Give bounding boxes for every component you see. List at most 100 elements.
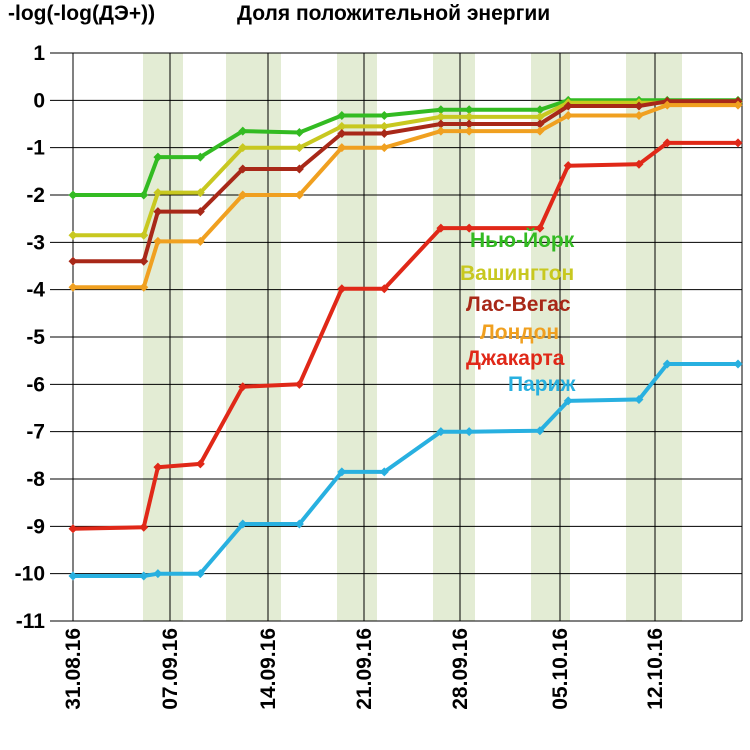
y-axis-label: -log(-log(ДЭ+))	[8, 2, 156, 25]
legend: Нью-Йорк Вашингтон Лас-Вегас Лондон Джакарта…	[460, 228, 577, 396]
data-point	[238, 190, 248, 200]
legend-entry: Нью-Йорк	[470, 228, 575, 252]
data-point	[195, 459, 205, 469]
data-point	[139, 282, 149, 292]
data-point	[379, 128, 389, 138]
data-point	[238, 126, 248, 136]
y-tick-label: -4	[26, 279, 45, 302]
data-point	[535, 126, 545, 136]
data-point	[634, 394, 644, 404]
y-tick-label: -8	[26, 468, 45, 491]
legend-entry: Лас-Вегас	[466, 293, 571, 316]
data-point	[379, 110, 389, 120]
data-point	[535, 426, 545, 436]
data-point	[662, 100, 672, 110]
x-tick-label: 21.09.16	[353, 628, 376, 710]
data-point	[733, 138, 743, 148]
legend-entry: Джакарта	[466, 347, 565, 370]
data-point	[68, 256, 78, 266]
x-tick-label: 12.10.16	[644, 628, 667, 710]
x-tick-label: 14.09.16	[257, 628, 280, 710]
data-point	[733, 100, 743, 110]
data-point	[68, 282, 78, 292]
data-point	[337, 110, 347, 120]
y-tick-label: 1	[33, 42, 45, 65]
data-point	[153, 152, 163, 162]
data-point	[662, 138, 672, 148]
data-point	[337, 284, 347, 294]
data-point	[337, 128, 347, 138]
data-point	[436, 119, 446, 129]
data-point	[535, 223, 545, 233]
y-tick-label: -2	[26, 184, 45, 207]
data-point	[337, 121, 347, 131]
chart-title: Доля положительной энергии	[237, 2, 551, 25]
data-point	[436, 223, 446, 233]
series-lines	[68, 95, 743, 581]
data-point	[153, 207, 163, 217]
data-point	[436, 126, 446, 136]
data-point	[464, 223, 474, 233]
y-tick-label: -9	[26, 515, 45, 538]
data-point	[153, 462, 163, 472]
data-point	[153, 188, 163, 198]
data-point	[563, 110, 573, 120]
data-point	[535, 112, 545, 122]
data-point	[294, 190, 304, 200]
y-tick-label: -5	[26, 326, 45, 349]
data-point	[195, 152, 205, 162]
y-axis-ticks: 1 0 -1 -2 -3 -4 -5 -6 -7 -8 -9 -10 -11	[15, 42, 46, 633]
x-tick-label: 07.09.16	[159, 628, 182, 710]
y-tick-label: -11	[16, 610, 46, 633]
data-point	[464, 427, 474, 437]
data-point	[535, 105, 545, 115]
data-point	[294, 519, 304, 529]
data-point	[563, 396, 573, 406]
data-point	[238, 519, 248, 529]
data-point	[379, 467, 389, 477]
data-point	[436, 427, 446, 437]
series-Вашингтон	[68, 98, 743, 240]
data-point	[379, 143, 389, 153]
data-point	[634, 110, 644, 120]
y-tick-label: 0	[33, 89, 45, 112]
data-point	[294, 143, 304, 153]
data-point	[139, 190, 149, 200]
data-point	[153, 569, 163, 579]
x-tick-label: 28.09.16	[449, 628, 472, 710]
legend-entry: Лондон	[480, 321, 559, 344]
data-point	[139, 522, 149, 532]
data-point	[464, 112, 474, 122]
x-tick-label: 05.10.16	[549, 628, 572, 710]
series-Париж	[68, 359, 743, 581]
series-Джакарта	[68, 138, 743, 534]
data-point	[68, 190, 78, 200]
data-point	[139, 230, 149, 240]
data-point	[436, 105, 446, 115]
data-point	[337, 467, 347, 477]
data-point	[139, 571, 149, 581]
y-tick-label: -7	[26, 421, 45, 444]
x-tick-label: 31.08.16	[62, 628, 85, 710]
data-point	[436, 112, 446, 122]
data-point	[294, 379, 304, 389]
data-point	[153, 236, 163, 246]
data-point	[238, 382, 248, 392]
data-point	[68, 571, 78, 581]
data-point	[68, 230, 78, 240]
data-point	[294, 128, 304, 138]
data-point	[379, 284, 389, 294]
legend-entry: Париж	[508, 373, 577, 396]
data-point	[563, 161, 573, 171]
data-point	[238, 164, 248, 174]
data-point	[634, 159, 644, 169]
data-point	[294, 164, 304, 174]
series-Лас-Вегас	[68, 96, 743, 266]
data-point	[195, 236, 205, 246]
data-point	[464, 105, 474, 115]
data-point	[464, 119, 474, 129]
data-point	[662, 359, 672, 369]
series-Лондон	[68, 100, 743, 292]
y-tick-label: -10	[15, 563, 45, 586]
